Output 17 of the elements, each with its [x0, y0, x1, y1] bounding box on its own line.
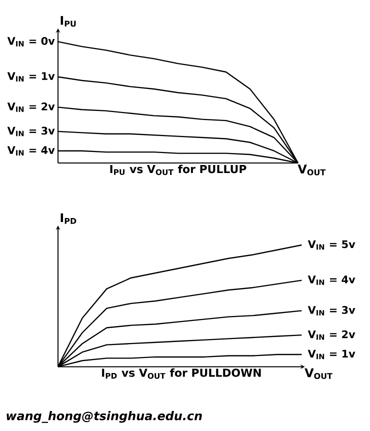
y-axis-title: I$_{PU}$	[60, 16, 76, 27]
series-label: V$_{IN}$ = 5v	[308, 240, 356, 250]
series-label: V$_{IN}$ = 3v	[308, 306, 356, 316]
text: wang_hong@tsinghua.edu.cn	[6, 411, 202, 423]
series-label: V$_{IN}$ = 1v	[308, 350, 356, 360]
series-label: V$_{IN}$ = 3v	[7, 126, 55, 136]
series-label: V$_{IN}$ = 1v	[7, 72, 55, 82]
series-label: V$_{IN}$ = 2v	[7, 102, 55, 112]
text: I$_{PU}$ vs V$_{OUT}$ for PULLUP	[110, 164, 246, 176]
x-axis-title: V$_{OUT}$	[304, 368, 332, 380]
series-label: V$_{IN}$ = 4v	[7, 146, 55, 156]
series-label: V$_{IN}$ = 2v	[308, 330, 356, 340]
legend-label: V$_{IN}$ = 0v	[7, 36, 55, 46]
series-label: V$_{IN}$ = 4v	[308, 276, 356, 285]
x-axis-title: V$_{OUT}$	[298, 164, 326, 176]
text: I$_{PD}$ vs V$_{OUT}$ for PULLDOWN	[102, 368, 261, 379]
y-axis-title: I$_{PD}$	[60, 213, 76, 224]
